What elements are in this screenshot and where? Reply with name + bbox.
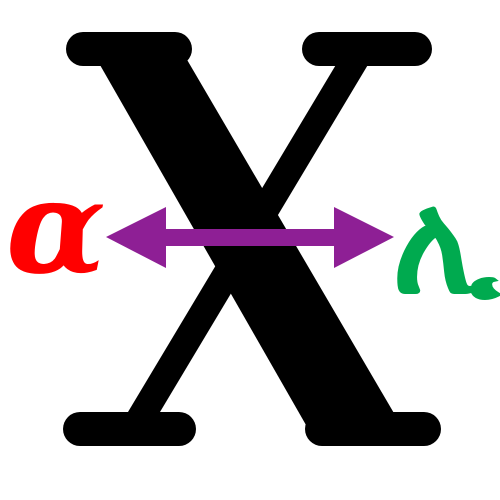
ethiopic-le-glyph: ሊ <box>393 162 500 325</box>
x-serif-bottom-right <box>305 412 441 446</box>
x-serif-top-left <box>66 32 192 66</box>
arrow-shaft <box>150 229 350 246</box>
double-arrow-icon <box>106 207 394 268</box>
arrow-head-left <box>106 207 166 268</box>
x-serif-bottom-left <box>63 412 196 446</box>
greek-alpha-glyph: α <box>6 150 106 303</box>
arrow-head-right <box>334 207 394 268</box>
x-serif-top-right <box>302 32 432 66</box>
